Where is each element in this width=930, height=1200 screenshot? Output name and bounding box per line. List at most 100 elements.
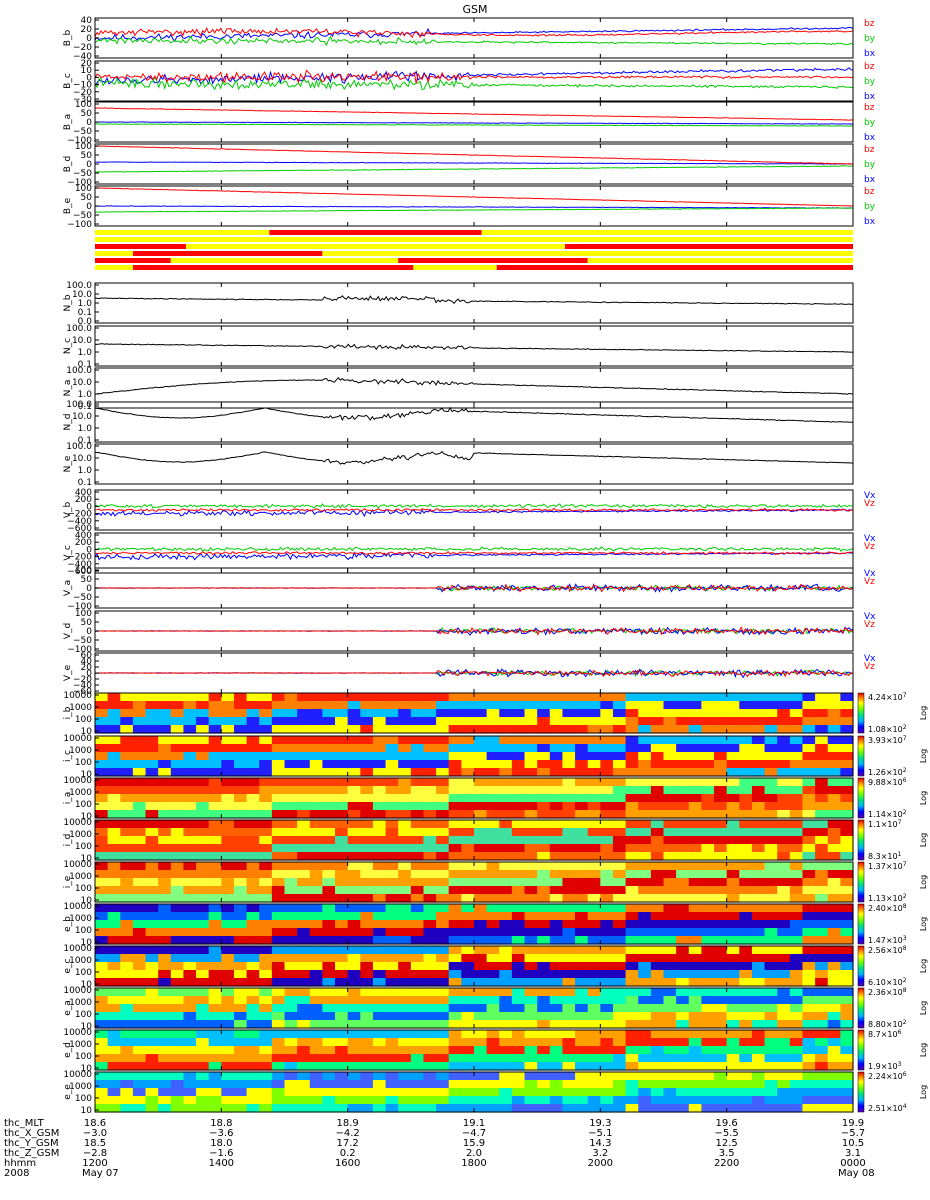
spectrogram-cell bbox=[474, 810, 488, 819]
spectrogram-cell bbox=[562, 912, 576, 921]
spectrogram-cell bbox=[600, 988, 614, 997]
spectrogram-cell bbox=[410, 1080, 425, 1089]
spectrogram-cell bbox=[676, 1088, 690, 1097]
spectrogram-cell bbox=[170, 717, 185, 726]
spectrogram-cell bbox=[170, 1038, 185, 1047]
spectrogram-cell bbox=[549, 936, 564, 945]
spectrogram-cell bbox=[233, 709, 248, 718]
spectrogram-cell bbox=[638, 1080, 652, 1089]
panel-ylabel: i_a bbox=[63, 792, 73, 805]
spectrogram-cell bbox=[486, 760, 500, 769]
spectrogram-cell bbox=[726, 701, 740, 710]
spectrogram-cell bbox=[739, 828, 753, 837]
spectrogram-cell bbox=[170, 810, 185, 819]
spectrogram-cell bbox=[511, 709, 526, 718]
spectrogram-cell bbox=[372, 920, 387, 929]
spectrogram-cell bbox=[739, 1072, 753, 1081]
spectrogram-cell bbox=[751, 1054, 766, 1063]
spectrogram-cell bbox=[170, 1096, 185, 1105]
spectrogram-cell bbox=[410, 946, 425, 955]
spectrogram-cell bbox=[789, 1004, 804, 1013]
spectrogram-cell bbox=[486, 988, 500, 997]
spectrogram-cell bbox=[309, 786, 323, 795]
spectrogram-cell bbox=[789, 988, 804, 997]
spectrogram-cell bbox=[777, 852, 791, 861]
spectrogram-cell bbox=[650, 1072, 665, 1081]
spectrogram-cell bbox=[372, 1012, 387, 1021]
spectrogram-cell bbox=[398, 886, 412, 895]
spectrogram-cell bbox=[764, 1054, 778, 1063]
spectrogram-cell bbox=[107, 1062, 121, 1071]
spectrogram-cell bbox=[436, 978, 450, 987]
spectrogram-cell bbox=[145, 844, 159, 853]
spectrogram-cell bbox=[511, 996, 526, 1005]
spectrogram-cell bbox=[701, 1062, 715, 1071]
spectrogram-cell bbox=[840, 844, 854, 853]
spectrogram-cell bbox=[196, 1054, 210, 1063]
colorbar-min-label: 2.51×104 bbox=[868, 1103, 907, 1113]
spectrogram-cell bbox=[777, 862, 791, 871]
spectrogram-cell bbox=[372, 1096, 387, 1105]
spectrogram-cell bbox=[739, 886, 753, 895]
spectrogram-cell bbox=[815, 1012, 829, 1021]
spectrogram-cell bbox=[372, 870, 387, 879]
spectrogram-cell bbox=[663, 760, 677, 769]
spectrogram-cell bbox=[764, 786, 778, 795]
spectrogram-cell bbox=[95, 1012, 109, 1021]
spectrogram-cell bbox=[385, 844, 399, 853]
spectrogram-cell bbox=[95, 744, 109, 753]
spectrogram-cell bbox=[676, 717, 690, 726]
spectrogram-cell bbox=[789, 778, 804, 787]
spectrogram-cell bbox=[524, 725, 538, 734]
spectrogram-cell bbox=[461, 920, 475, 929]
spectrogram-cell bbox=[625, 1012, 639, 1021]
spectrogram-cell bbox=[688, 736, 702, 745]
spectrogram-cell bbox=[840, 744, 854, 753]
spectrogram-cell bbox=[777, 996, 791, 1005]
spectrogram-cell bbox=[726, 936, 740, 945]
spectrogram-cell bbox=[663, 744, 677, 753]
spectrogram-cell bbox=[385, 1080, 399, 1089]
spectrogram-cell bbox=[372, 1038, 387, 1047]
spectrogram-cell bbox=[233, 912, 248, 921]
spectrogram-cell bbox=[777, 717, 791, 726]
spectrogram-cell bbox=[145, 778, 159, 787]
spectrogram-cell bbox=[233, 778, 248, 787]
spectrogram-cell bbox=[587, 886, 601, 895]
spectrogram-cell bbox=[726, 1062, 740, 1071]
spectrogram-cell bbox=[511, 693, 526, 702]
spectrogram-cell bbox=[562, 794, 576, 803]
ephemeris-label: thc_MLT bbox=[4, 1118, 45, 1129]
series-bx-line bbox=[94, 26, 854, 43]
spectrogram-cell bbox=[650, 786, 665, 795]
spectrogram-cell bbox=[650, 701, 665, 710]
spectrogram-cell bbox=[423, 1054, 437, 1063]
spectrogram-cell bbox=[107, 725, 121, 734]
spectrogram-cell bbox=[714, 870, 728, 879]
spectrogram-cell bbox=[587, 810, 601, 819]
spectrogram-cell bbox=[802, 894, 816, 903]
spectrogram-cell bbox=[549, 810, 564, 819]
spectrogram-cell bbox=[739, 946, 753, 955]
spectrogram-cell bbox=[688, 802, 702, 811]
spectrogram-cell bbox=[612, 786, 627, 795]
spectrogram-cell bbox=[120, 894, 134, 903]
spectrogram-cell bbox=[132, 954, 147, 963]
spectrogram-cell bbox=[802, 1020, 816, 1029]
spectrogram-cell bbox=[347, 988, 361, 997]
spectrogram-cell bbox=[271, 820, 286, 829]
spectrogram-cell bbox=[701, 1054, 715, 1063]
panel-ylabel: B_b bbox=[63, 30, 73, 47]
spectrogram-cell bbox=[221, 802, 235, 811]
spectrogram-cell bbox=[549, 717, 564, 726]
spectrogram-cell bbox=[448, 894, 462, 903]
spectrogram-cell bbox=[208, 996, 222, 1005]
spectrogram-cell bbox=[587, 1080, 601, 1089]
spectrogram-cell bbox=[448, 1054, 462, 1063]
spectrogram-cell bbox=[461, 744, 475, 753]
spectrogram-cell bbox=[233, 946, 248, 955]
spectrogram-cell bbox=[663, 954, 677, 963]
spectrogram-cell bbox=[511, 862, 526, 871]
spectrogram-cell bbox=[322, 928, 336, 937]
spectrogram-cell bbox=[322, 736, 336, 745]
